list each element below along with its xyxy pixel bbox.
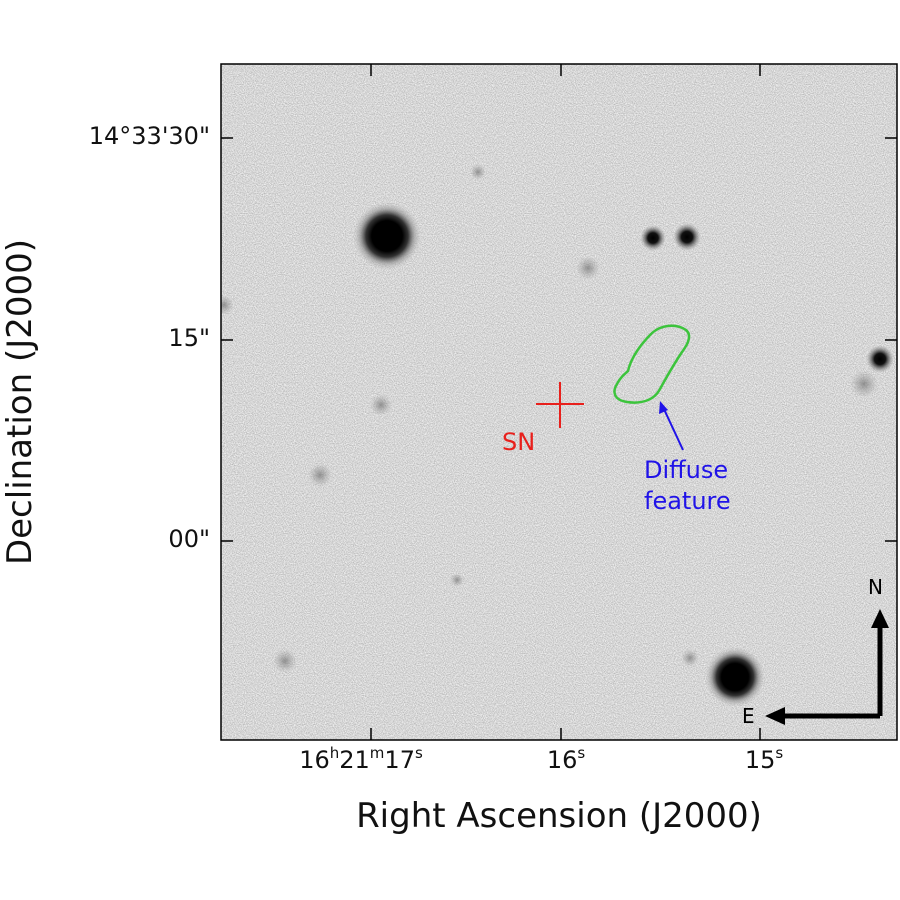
y-tick-label: 00": [168, 525, 210, 553]
faint-source: [273, 649, 297, 673]
feature-label-line2: feature: [644, 487, 731, 515]
x-ticks: [370, 64, 761, 740]
y-tick-label: 14°33'30": [88, 122, 210, 150]
x-tick-label: 15s: [744, 744, 784, 774]
y-ticks: [221, 137, 897, 542]
image-frame: [220, 63, 898, 741]
star: [866, 345, 894, 373]
bright-star: [353, 202, 421, 270]
compass-rose: [765, 609, 889, 725]
faint-source: [681, 649, 699, 667]
bright-star: [705, 647, 765, 707]
faint-source: [370, 394, 392, 416]
faint-source: [308, 463, 332, 487]
faint-source: [221, 295, 234, 315]
faint-source: [450, 573, 464, 587]
compass-north-label: N: [868, 575, 883, 599]
sn-label: SN: [502, 428, 536, 456]
y-axis-title: Declination (J2000): [0, 238, 40, 566]
sources-layer: [221, 164, 894, 707]
y-tick-label: 15": [168, 324, 210, 352]
feature-label-line1: Diffuse: [644, 456, 729, 484]
faint-source: [850, 370, 878, 398]
faint-source: [470, 164, 486, 180]
x-tick-label: 16h21m17s: [299, 744, 423, 774]
compass-east-label: E: [742, 704, 755, 728]
x-tick-label: 16s: [546, 744, 586, 774]
diffuse-feature-contour: [613, 324, 691, 404]
star: [673, 223, 701, 251]
feature-pointer-arrow: [659, 401, 684, 451]
faint-source: [576, 256, 600, 280]
east-arrow-icon: [765, 707, 785, 725]
sn-position-marker: [536, 382, 584, 428]
north-arrow-icon: [871, 609, 889, 628]
x-axis-title: Right Ascension (J2000): [356, 796, 762, 836]
star: [640, 225, 666, 251]
